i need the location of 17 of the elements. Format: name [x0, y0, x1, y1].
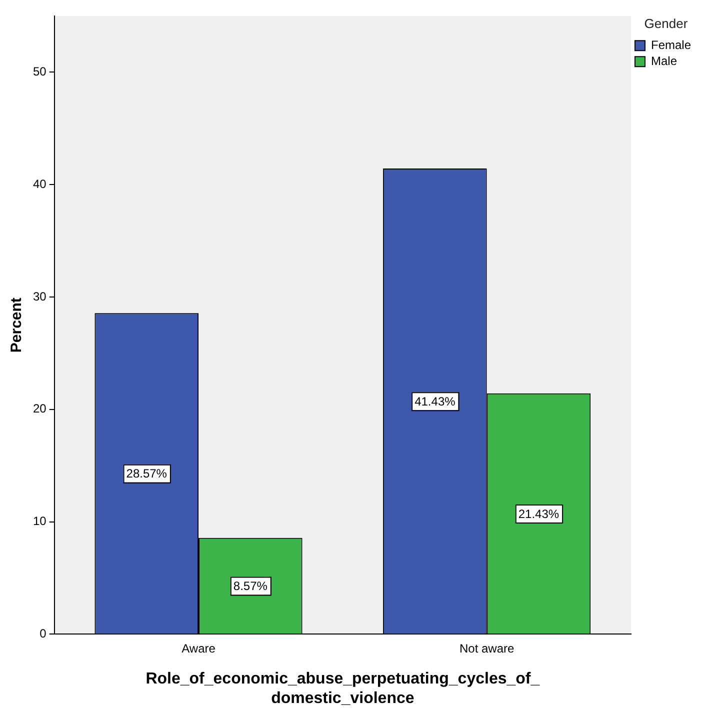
y-tick-label: 20 — [32, 402, 47, 416]
x-tick-label: Aware — [182, 642, 216, 656]
y-axis-title: Percent — [8, 298, 26, 353]
legend-label: Female — [650, 38, 692, 52]
x-tick-label: Not aware — [459, 642, 514, 656]
legend-title: Gender — [644, 16, 688, 32]
y-tick-label: 50 — [32, 64, 47, 79]
data-label: 21.43% — [518, 506, 560, 521]
data-label: 8.57% — [233, 579, 268, 594]
y-tick-label: 40 — [32, 176, 47, 191]
y-tick-label: 10 — [32, 514, 47, 528]
data-label: 28.57% — [126, 466, 168, 481]
x-axis-title: Role_of_economic_abuse_perpetuating_cycles_of_domestic_violence — [146, 670, 541, 707]
y-tick-label: 0 — [40, 626, 47, 641]
y-tick-label: 30 — [32, 289, 47, 304]
legend-label: Male — [650, 54, 678, 68]
data-label: 41.43% — [414, 394, 456, 408]
